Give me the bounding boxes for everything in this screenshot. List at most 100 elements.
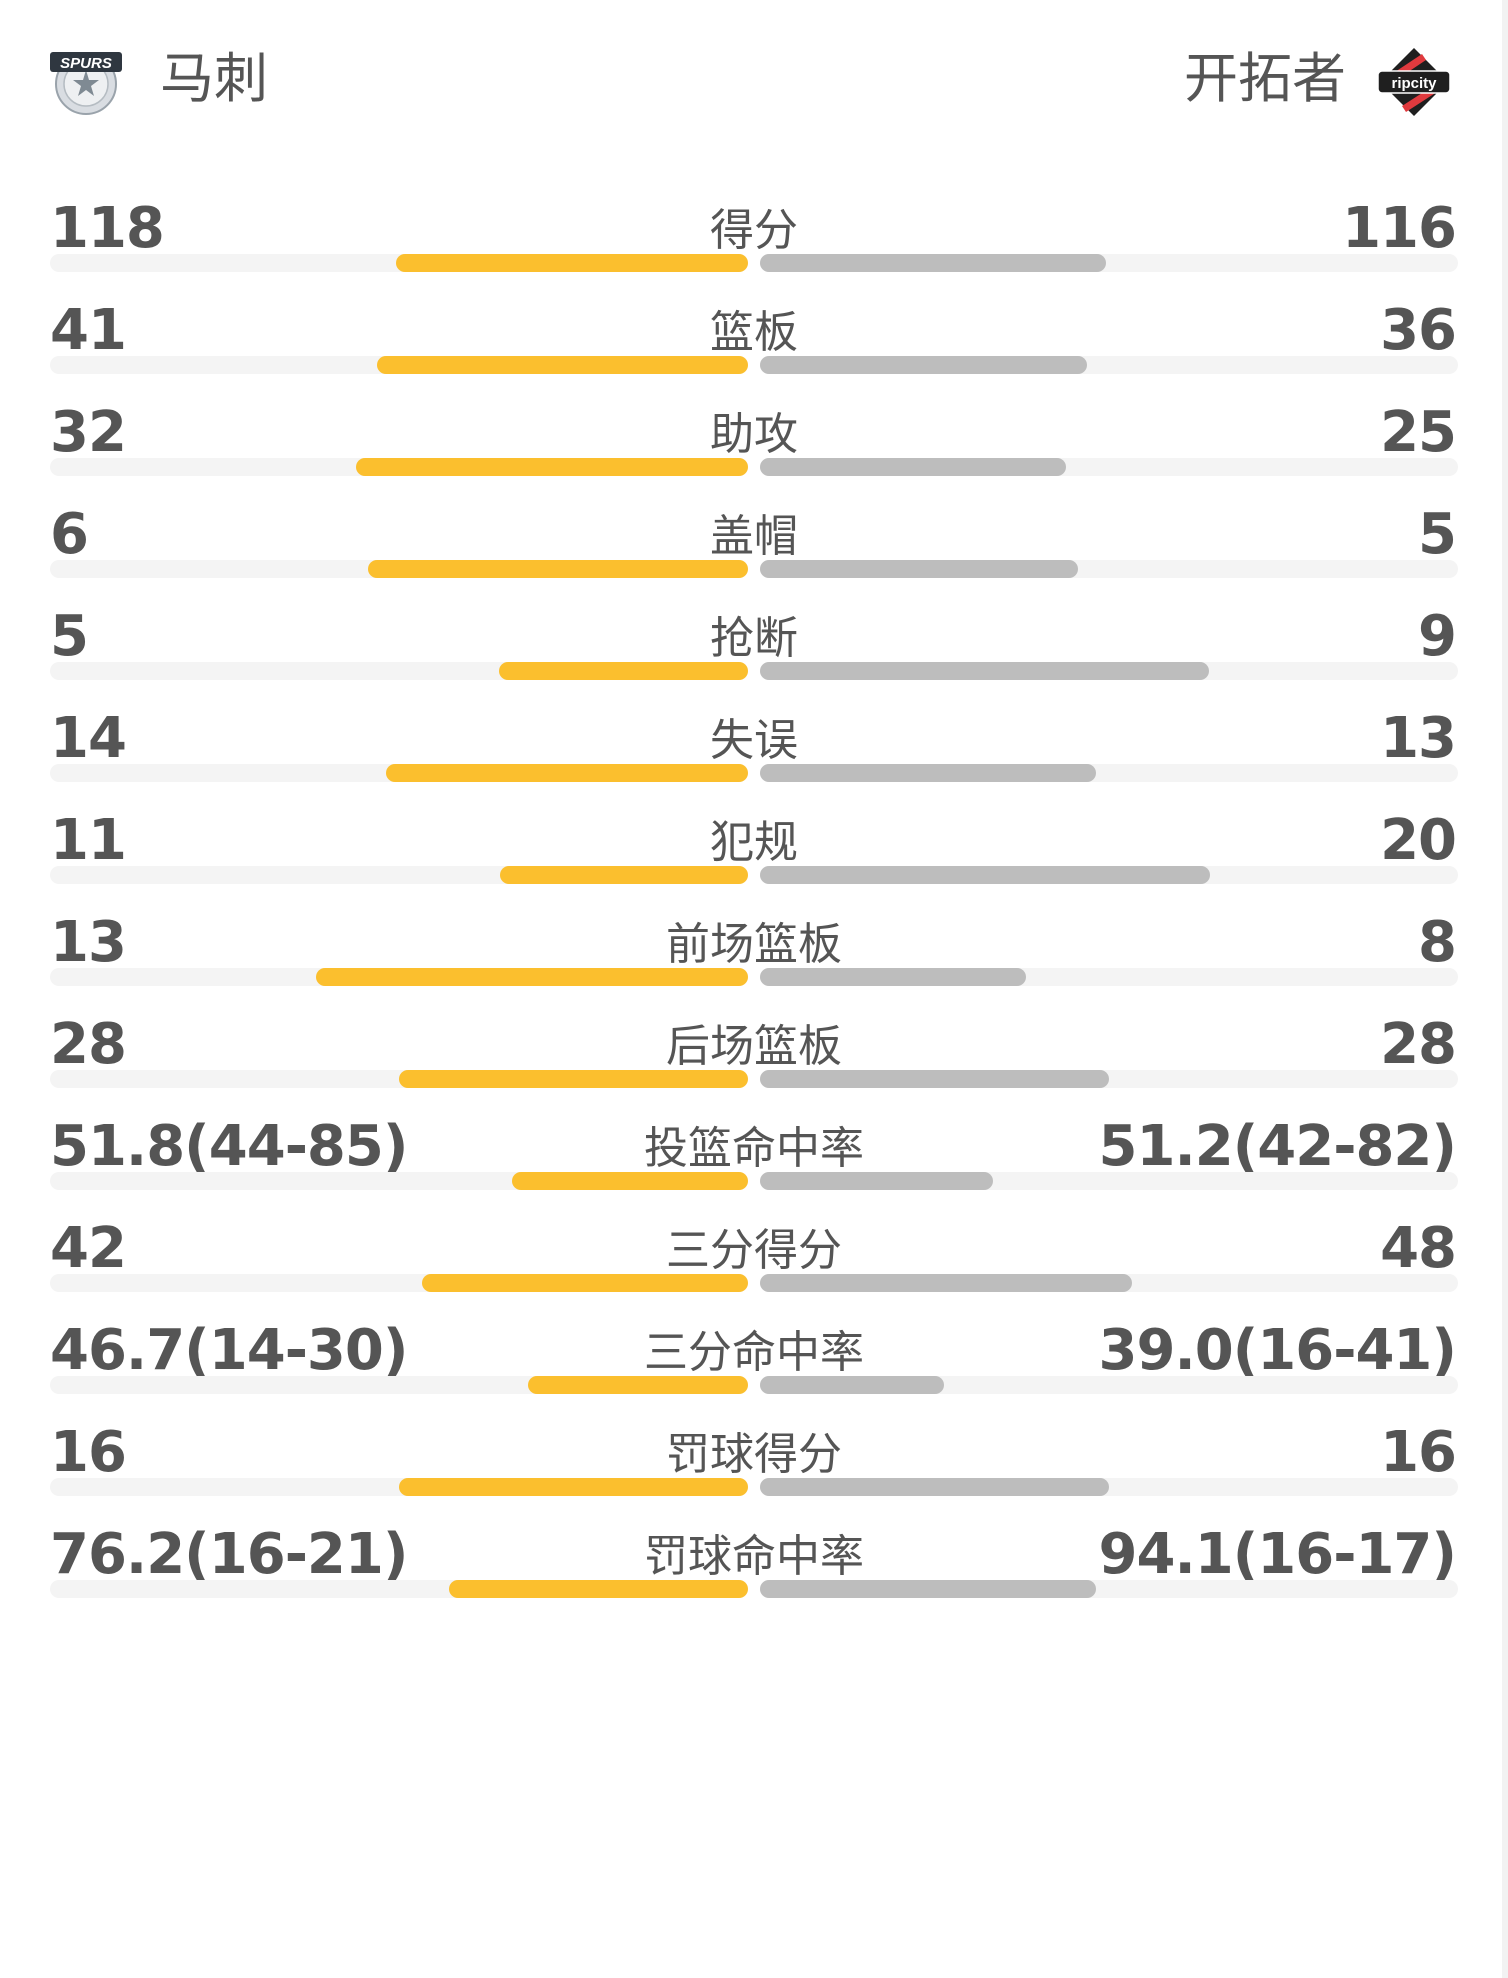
home-bar-fill: [386, 764, 748, 782]
home-stat-value: 13: [50, 910, 127, 975]
stat-label: 得分: [710, 205, 798, 256]
teams-header: SPURS 马刺 开拓者 ripcity: [0, 0, 1508, 160]
stat-label: 犯规: [710, 817, 798, 868]
stat-row: 16 罚球得分 16: [0, 1414, 1508, 1542]
away-stat-value: 25: [1380, 400, 1457, 465]
home-bar-fill: [377, 356, 748, 374]
home-bar-track: [50, 968, 748, 986]
home-stat-value: 51.8(44-85): [50, 1114, 408, 1179]
home-bar-fill: [528, 1376, 748, 1394]
stat-label: 后场篮板: [666, 1021, 842, 1072]
home-stat-value: 76.2(16-21): [50, 1522, 408, 1587]
home-bar-track: [50, 254, 748, 272]
home-stat-value: 28: [50, 1012, 127, 1077]
away-stat-value: 8: [1418, 910, 1457, 975]
home-bar-track: [50, 1580, 748, 1598]
away-stat-value: 36: [1380, 298, 1457, 363]
stat-label: 失误: [710, 715, 798, 766]
stat-label: 助攻: [710, 409, 798, 460]
stat-label: 三分命中率: [644, 1327, 864, 1378]
spurs-logo-icon[interactable]: SPURS: [48, 44, 124, 120]
home-bar-track: [50, 764, 748, 782]
home-bar-track: [50, 1070, 748, 1088]
away-stat-value: 39.0(16-41): [1098, 1318, 1457, 1383]
home-bar-fill: [499, 662, 748, 680]
home-bar-fill: [500, 866, 748, 884]
away-bar-fill: [760, 764, 1096, 782]
svg-text:SPURS: SPURS: [60, 55, 112, 72]
away-bar-fill: [760, 1070, 1109, 1088]
away-stat-value: 5: [1418, 502, 1457, 567]
away-bar-fill: [760, 560, 1078, 578]
stat-row: 6 盖帽 5: [0, 496, 1508, 624]
stat-label: 抢断: [710, 613, 798, 664]
away-team-name[interactable]: 开拓者: [1184, 47, 1346, 110]
home-bar-fill: [368, 560, 748, 578]
stat-row: 41 篮板 36: [0, 292, 1508, 420]
away-bar-track: [760, 1274, 1458, 1292]
home-bar-track: [50, 1172, 748, 1190]
home-bar-fill: [399, 1070, 748, 1088]
away-bar-fill: [760, 1580, 1096, 1598]
away-stat-value: 16: [1380, 1420, 1457, 1485]
home-bar-fill: [396, 254, 748, 272]
away-bar-track: [760, 1070, 1458, 1088]
stat-row: 11 犯规 20: [0, 802, 1508, 930]
home-stat-value: 118: [50, 196, 165, 261]
away-stat-value: 28: [1380, 1012, 1457, 1077]
away-bar-fill: [760, 1274, 1132, 1292]
away-bar-fill: [760, 458, 1066, 476]
away-bar-track: [760, 458, 1458, 476]
away-stat-value: 9: [1418, 604, 1457, 669]
home-bar-fill: [316, 968, 748, 986]
away-bar-track: [760, 560, 1458, 578]
away-stat-value: 94.1(16-17): [1098, 1522, 1457, 1587]
home-stat-value: 6: [50, 502, 89, 567]
away-bar-fill: [760, 1172, 993, 1190]
home-team-name[interactable]: 马刺: [160, 47, 268, 110]
home-stat-value: 11: [50, 808, 127, 873]
home-bar-track: [50, 458, 748, 476]
stat-label: 投篮命中率: [644, 1123, 864, 1174]
stat-label: 篮板: [710, 307, 798, 358]
home-stat-value: 5: [50, 604, 89, 669]
home-bar-fill: [449, 1580, 748, 1598]
away-bar-fill: [760, 968, 1026, 986]
away-bar-track: [760, 1478, 1458, 1496]
away-bar-track: [760, 254, 1458, 272]
home-stat-value: 41: [50, 298, 127, 363]
home-stat-value: 46.7(14-30): [50, 1318, 408, 1383]
stat-row: 13 前场篮板 8: [0, 904, 1508, 1032]
away-bar-fill: [760, 356, 1087, 374]
home-stat-value: 16: [50, 1420, 127, 1485]
home-stat-value: 14: [50, 706, 127, 771]
home-bar-track: [50, 1376, 748, 1394]
away-bar-track: [760, 764, 1458, 782]
home-stat-value: 42: [50, 1216, 127, 1281]
home-bar-track: [50, 866, 748, 884]
away-bar-fill: [760, 254, 1106, 272]
away-stat-value: 20: [1380, 808, 1457, 873]
away-stat-value: 51.2(42-82): [1098, 1114, 1457, 1179]
home-stat-value: 32: [50, 400, 127, 465]
home-bar-fill: [399, 1478, 748, 1496]
away-bar-fill: [760, 662, 1209, 680]
blazers-logo-icon[interactable]: ripcity: [1376, 44, 1452, 120]
right-edge: [1502, 0, 1508, 1978]
away-stat-value: 116: [1342, 196, 1457, 261]
away-bar-fill: [760, 1376, 944, 1394]
away-bar-track: [760, 1580, 1458, 1598]
home-bar-fill: [356, 458, 748, 476]
away-bar-track: [760, 356, 1458, 374]
away-bar-fill: [760, 1478, 1109, 1496]
svg-text:ripcity: ripcity: [1391, 75, 1437, 92]
stat-row: 5 抢断 9: [0, 598, 1508, 726]
stat-row: 14 失误 13: [0, 700, 1508, 828]
away-bar-track: [760, 1376, 1458, 1394]
stat-row: 46.7(14-30) 三分命中率 39.0(16-41): [0, 1312, 1508, 1440]
stat-row: 118 得分 116: [0, 190, 1508, 318]
home-bar-track: [50, 356, 748, 374]
home-bar-fill: [422, 1274, 748, 1292]
home-bar-fill: [512, 1172, 748, 1190]
